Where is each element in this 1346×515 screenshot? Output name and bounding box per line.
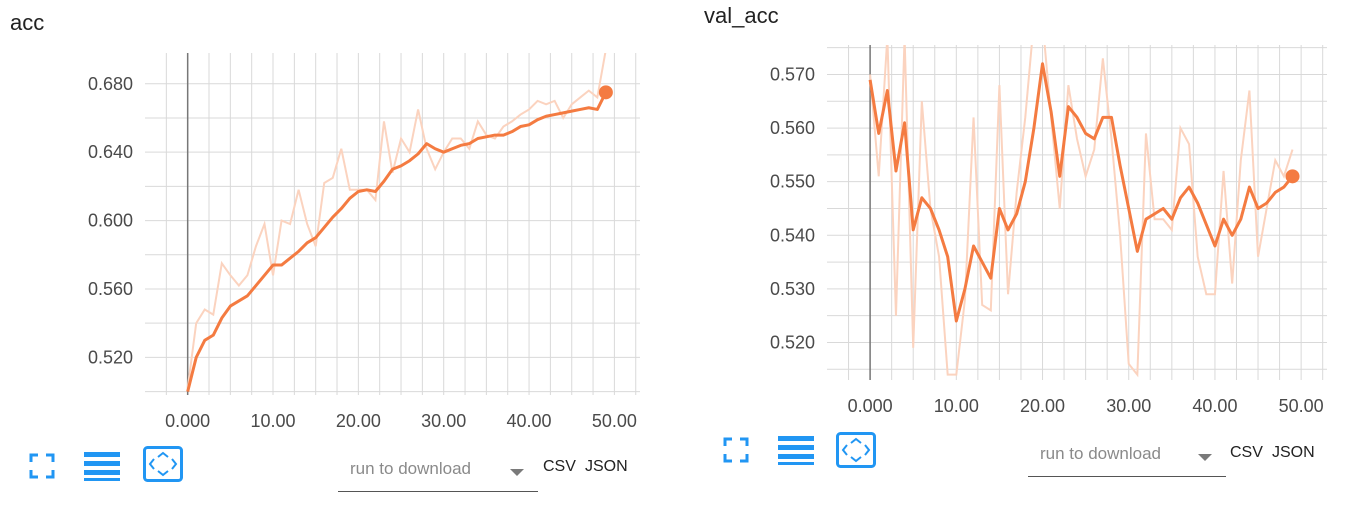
y-tick-label: 0.680 [88, 74, 133, 94]
last-point-marker[interactable] [598, 85, 613, 100]
x-tick-label: 0.000 [848, 396, 893, 416]
fullscreen-icon[interactable] [722, 436, 750, 464]
chart-plot-acc[interactable]: 0.000 10.00 20.00 30.00 40.00 50.00 0.520 0.560… [0, 0, 660, 440]
list-icon[interactable] [778, 434, 814, 466]
x-tick-label: 10.00 [250, 411, 295, 431]
x-tick-label: 20.00 [1020, 396, 1065, 416]
x-tick-label: 50.00 [592, 411, 637, 431]
chart-card-val-acc: val_acc 0.000 10.00 20.00 30.00 40.00 50.00 0.… [690, 0, 1346, 515]
y-tick-label: 0.540 [770, 225, 815, 245]
chart-title: val_acc [704, 3, 779, 28]
y-tick-label: 0.640 [88, 142, 133, 162]
list-icon[interactable] [84, 450, 120, 482]
y-tick-label: 0.600 [88, 211, 133, 231]
chart-title: acc [10, 10, 45, 35]
run-to-download-placeholder: run to download [1040, 444, 1161, 463]
last-point-marker[interactable] [1285, 169, 1300, 184]
y-tick-label: 0.530 [770, 279, 815, 299]
x-tick-label: 50.00 [1279, 396, 1324, 416]
y-tick-label: 0.520 [88, 347, 133, 367]
grid [145, 53, 640, 395]
series-line-raw [186, 53, 607, 389]
series-line-smoothed [868, 62, 1294, 323]
run-to-download-placeholder: run to download [350, 459, 471, 478]
json-download-link[interactable]: JSON [585, 458, 628, 475]
chart-card-acc: acc 0.000 10.00 20.00 30.00 40.00 50.00 0.520 0… [0, 0, 660, 515]
x-tick-label: 10.00 [934, 396, 979, 416]
y-tick-label: 0.570 [770, 64, 815, 84]
x-tick-label: 40.00 [1192, 396, 1237, 416]
fullscreen-icon[interactable] [28, 452, 56, 480]
fit-domain-icon[interactable] [143, 446, 183, 482]
chart-plot-val-acc[interactable]: 0.000 10.00 20.00 30.00 40.00 50.00 0.520 0.530… [690, 0, 1346, 430]
csv-download-link[interactable]: CSV [1230, 444, 1263, 461]
y-tick-label: 0.550 [770, 172, 815, 192]
chevron-down-icon [510, 469, 524, 476]
series-line-raw [869, 45, 1294, 378]
run-to-download-select[interactable]: run to download [1028, 440, 1226, 477]
x-tick-label: 40.00 [507, 411, 552, 431]
y-tick-label: 0.520 [770, 332, 815, 352]
csv-download-link[interactable]: CSV [543, 458, 576, 475]
chevron-down-icon [1198, 454, 1212, 461]
x-tick-label: 0.000 [165, 411, 210, 431]
fit-domain-icon[interactable] [836, 432, 876, 468]
json-download-link[interactable]: JSON [1272, 444, 1315, 461]
x-tick-label: 30.00 [1106, 396, 1151, 416]
y-tick-label: 0.560 [88, 279, 133, 299]
y-tick-label: 0.560 [770, 118, 815, 138]
x-tick-label: 20.00 [336, 411, 381, 431]
run-to-download-select[interactable]: run to download [338, 455, 538, 492]
series-line-smoothed [186, 91, 608, 392]
x-tick-label: 30.00 [421, 411, 466, 431]
